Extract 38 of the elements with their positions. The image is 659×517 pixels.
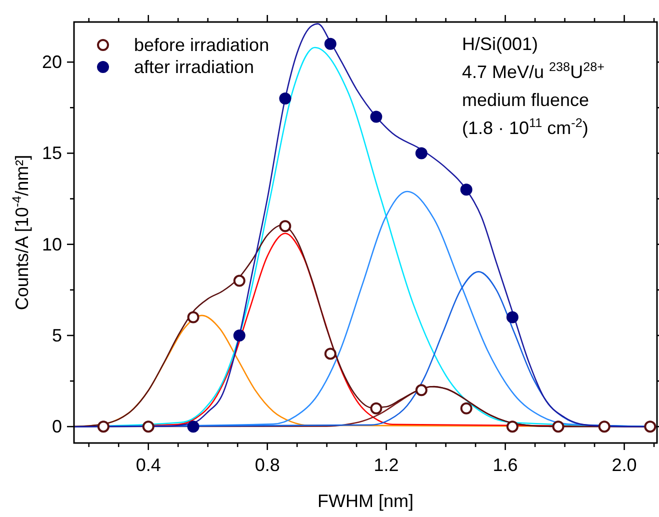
x-tick-label: 2.0 <box>612 455 637 475</box>
x-tick-label: 0.4 <box>136 455 161 475</box>
x-tick-label: 0.8 <box>254 455 280 475</box>
point <box>233 274 246 287</box>
x-tick-label: 1.2 <box>374 455 399 475</box>
annotation: H/Si(001) <box>462 34 538 54</box>
x-tick-label: 1.6 <box>492 455 518 475</box>
point <box>460 184 472 196</box>
point <box>415 384 428 396</box>
y-tick-label: 10 <box>42 234 62 254</box>
point <box>233 329 246 342</box>
point <box>279 220 292 232</box>
point <box>644 420 656 433</box>
y-tick-label: 5 <box>52 325 62 346</box>
annotation: (1.8 · 10$^{11}$ cm$^{-2}$) <box>462 116 588 138</box>
point <box>279 92 292 105</box>
x-axis-title: FWHM [nm] <box>318 491 414 511</box>
y-tick-label: 15 <box>42 143 62 164</box>
point <box>506 420 518 433</box>
y-tick-label: 0 <box>52 416 62 437</box>
point <box>370 110 382 123</box>
point <box>598 420 610 433</box>
y-tick-label: 20 <box>42 52 62 72</box>
legend-label: before irradiation <box>134 35 270 55</box>
point <box>187 420 200 433</box>
point <box>552 420 564 433</box>
point <box>460 402 472 414</box>
point <box>97 420 110 433</box>
point <box>415 147 428 160</box>
annotation: medium fluence <box>462 90 590 110</box>
point <box>142 420 154 433</box>
point <box>506 311 518 324</box>
legend-label: after irradiation <box>134 57 254 77</box>
annotation: 4.7 MeV/u $^{238}$U$^{28+}$ <box>462 60 604 82</box>
point <box>324 348 336 360</box>
point <box>324 38 336 50</box>
point <box>370 402 382 414</box>
point <box>187 311 200 324</box>
